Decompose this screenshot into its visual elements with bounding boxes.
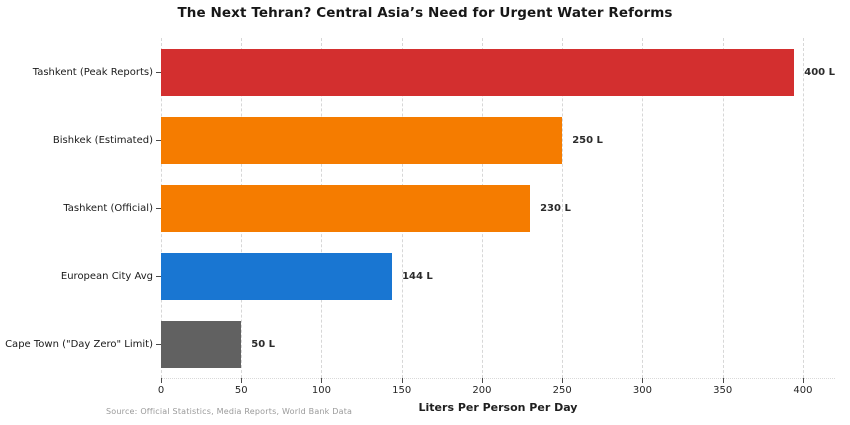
gridline — [562, 38, 564, 378]
bar — [161, 320, 242, 368]
bar-row: 50 L — [161, 310, 835, 378]
bar-row: 230 L — [161, 174, 835, 242]
y-tick-mark — [156, 207, 161, 209]
y-tick-mark — [156, 275, 161, 277]
x-tick-mark — [481, 378, 483, 383]
bar — [161, 184, 531, 232]
bar-value-label: 230 L — [540, 202, 571, 214]
x-tick-label: 300 — [632, 385, 652, 396]
x-tick-mark — [321, 378, 323, 383]
y-axis-category-label: Bishkek (Estimated) — [52, 134, 153, 146]
y-axis-label-row: Bishkek (Estimated) — [0, 106, 161, 174]
bar — [161, 252, 393, 300]
y-tick-mark — [156, 343, 161, 345]
plot-area: 400 L 250 L 230 L 144 L 50 L — [161, 38, 835, 379]
bar-value-label: 250 L — [572, 134, 603, 146]
x-tick-label: 400 — [793, 385, 813, 396]
x-axis: 0 50 100 150 200 250 300 350 400 — [157, 378, 835, 398]
y-tick-mark — [156, 71, 161, 73]
x-tick-label: 50 — [234, 385, 248, 396]
x-tick-mark — [802, 378, 804, 383]
x-tick-label: 150 — [392, 385, 412, 396]
x-tick-label: 0 — [157, 385, 165, 396]
y-axis-category-label: Tashkent (Official) — [63, 202, 153, 214]
bars-container: 400 L 250 L 230 L 144 L 50 L — [161, 38, 835, 378]
x-tick-mark — [401, 378, 403, 383]
chart-title: The Next Tehran? Central Asia’s Need for… — [177, 5, 673, 21]
x-tick-mark — [642, 378, 644, 383]
x-tick-label: 200 — [472, 385, 492, 396]
y-tick-mark — [156, 139, 161, 141]
bar-value-label: 400 L — [804, 66, 835, 78]
x-tick-mark — [161, 378, 162, 383]
gridline — [722, 38, 724, 378]
y-axis-category-label: European City Avg — [60, 270, 153, 282]
x-tick-mark — [722, 378, 724, 383]
x-tick-label: 100 — [311, 385, 332, 396]
bar-row: 144 L — [161, 242, 835, 310]
bar — [161, 48, 795, 96]
gridline — [642, 38, 644, 378]
gridline — [802, 38, 804, 378]
x-tick-mark — [562, 378, 564, 383]
bar-value-label: 144 L — [402, 270, 433, 282]
bar-value-label: 50 L — [251, 338, 276, 350]
y-axis-labels: Tashkent (Peak Reports) Bishkek (Estimate… — [0, 38, 161, 378]
x-tick-mark — [241, 378, 243, 383]
x-tick-label: 250 — [552, 385, 572, 396]
x-axis-title: Liters Per Person Per Day — [418, 401, 578, 414]
bar-row: 400 L — [161, 38, 835, 106]
x-tick-label: 350 — [713, 385, 733, 396]
bar-row: 250 L — [161, 106, 835, 174]
y-axis-label-row: Tashkent (Peak Reports) — [0, 38, 161, 106]
bar — [161, 116, 563, 164]
y-axis-label-row: European City Avg — [0, 242, 161, 310]
y-axis-category-label: Cape Town ("Day Zero" Limit) — [5, 338, 153, 350]
y-axis-label-row: Tashkent (Official) — [0, 174, 161, 242]
y-axis-category-label: Tashkent (Peak Reports) — [32, 66, 153, 78]
y-axis-label-row: Cape Town ("Day Zero" Limit) — [0, 310, 161, 378]
source-note: Source: Official Statistics, Media Repor… — [106, 407, 353, 416]
